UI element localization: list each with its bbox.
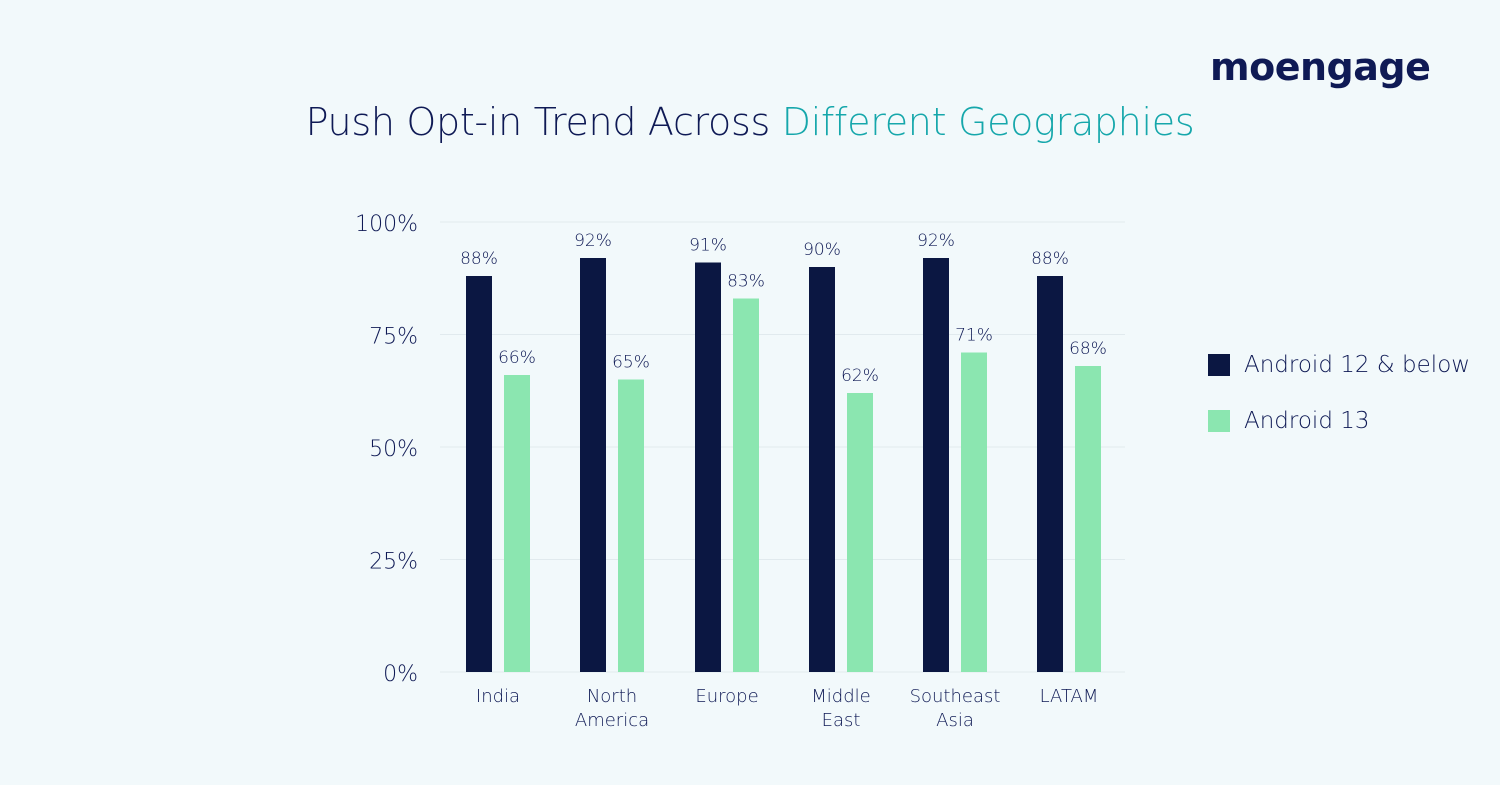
bar-series2 (504, 375, 530, 672)
y-tick-label: 25% (369, 550, 418, 575)
x-tick-label: Southeast Asia (910, 686, 1001, 731)
data-label: 88% (460, 249, 498, 269)
bar-series2 (618, 379, 644, 672)
bar-series1 (923, 258, 949, 672)
bars (466, 258, 1101, 672)
y-tick-label: 50% (369, 437, 418, 462)
legend-item-series2: Android 13 (1208, 408, 1370, 434)
data-labels: 88% 66% 92% 65% 91%83% 90% 62% 92% 71% 88% 68% (460, 231, 1107, 386)
data-label: 92% (574, 231, 612, 251)
data-label: 92% (917, 231, 955, 251)
y-tick-label: 75% (369, 325, 418, 350)
chart-title-part2: Different Geographies (781, 100, 1195, 144)
data-label: 88% (1031, 249, 1069, 269)
legend-label-series1: Android 12 & below (1244, 352, 1471, 378)
data-label: 66% (498, 348, 536, 368)
legend-label-series2: Android 13 (1244, 408, 1370, 434)
bar-series2 (1075, 366, 1101, 672)
bar-series1 (466, 276, 492, 672)
gridlines (440, 221, 1125, 673)
data-label: 71% (955, 326, 993, 346)
bar-series2 (961, 352, 987, 672)
bar-series1 (1037, 276, 1063, 672)
x-tick-label: North America (575, 686, 649, 731)
x-tick-label: Middle East (811, 686, 870, 731)
bar-series1 (695, 262, 721, 672)
moengage-logo: moengage (1210, 45, 1431, 89)
x-tick-label: Europe (695, 686, 758, 707)
data-label: 83% (727, 272, 765, 292)
data-label: 68% (1069, 339, 1107, 359)
chart-title: Push Opt-in Trend Across Different Geogr… (0, 100, 1500, 144)
bar-series1 (580, 258, 606, 672)
x-tick-label: LATAM (1040, 686, 1099, 707)
data-label: 90% (803, 240, 841, 260)
bar-series1 (809, 267, 835, 672)
bar-series2 (847, 393, 873, 672)
legend-swatch-series1 (1208, 354, 1230, 376)
x-axis-ticks: India North America Europe Middle East Southea… (476, 686, 1099, 731)
data-label: 65% (612, 353, 650, 373)
y-tick-label: 0% (383, 662, 418, 687)
x-tick-label: India (476, 686, 520, 707)
bar-series2 (733, 298, 759, 672)
legend-item-series1: Android 12 & below (1208, 352, 1470, 378)
logo-text: moengage (1210, 45, 1430, 89)
data-label: 91% (689, 236, 727, 256)
legend-swatch-series2 (1208, 410, 1230, 432)
y-axis-ticks: 0% 25% 50% 75% 100% (355, 212, 418, 687)
y-tick-label: 100% (355, 212, 418, 237)
chart-title-part1: Push Opt-in Trend Across (305, 100, 782, 144)
data-label: 62% (841, 366, 879, 386)
